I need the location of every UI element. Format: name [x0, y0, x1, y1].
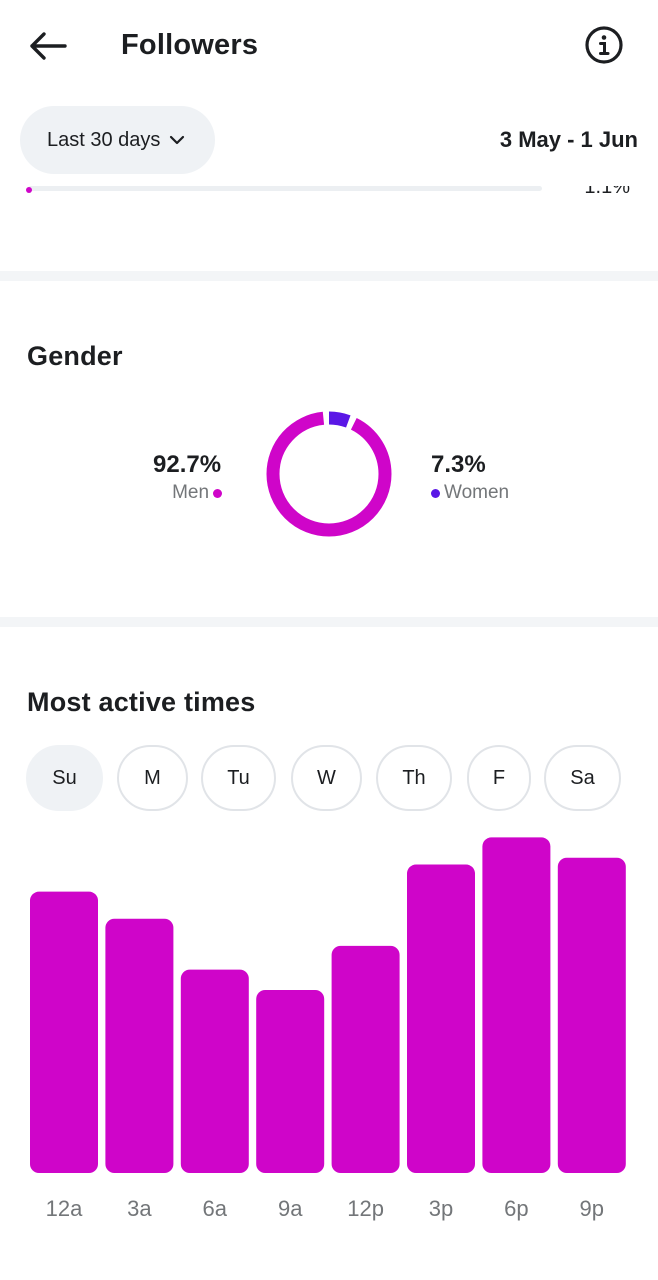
women-label: Women — [444, 482, 510, 503]
day-tab-f[interactable]: F — [467, 745, 531, 811]
women-segment — [266, 411, 392, 537]
x-tick-label: 9p — [580, 1196, 604, 1221]
women-legend: Women — [431, 480, 509, 506]
section-divider — [0, 617, 658, 627]
x-tick-label: 9a — [278, 1196, 303, 1221]
arrow-left-icon — [30, 32, 67, 60]
day-tab-w[interactable]: W — [291, 745, 362, 811]
day-tab-su[interactable]: Su — [26, 745, 103, 811]
women-stat: 7.3% Women — [431, 450, 509, 506]
gender-donut-chart — [266, 411, 392, 537]
top-bar: Followers — [0, 0, 658, 92]
bar-9a[interactable] — [256, 989, 325, 1173]
page-title: Followers — [121, 29, 259, 61]
chevron-down-icon — [169, 135, 185, 145]
bar-6a[interactable] — [180, 969, 249, 1173]
day-tab-tu[interactable]: Tu — [201, 745, 276, 811]
men-stat: 92.7% Men — [153, 450, 223, 506]
day-tab-th[interactable]: Th — [376, 745, 452, 811]
info-icon — [585, 26, 623, 64]
x-tick-label: 3p — [429, 1196, 453, 1221]
active-times-bar-chart: 12a 3a 6a 9a 12p 3p 6p 9p — [30, 837, 626, 1221]
bar-3p[interactable] — [407, 864, 475, 1173]
progress-track — [28, 186, 542, 191]
women-percent: 7.3% — [431, 451, 486, 478]
period-label: Last 30 days — [47, 128, 161, 151]
progress-fill — [26, 187, 32, 193]
x-tick-label: 3a — [127, 1196, 152, 1221]
active-times-title: Most active times — [27, 687, 256, 717]
x-tick-label: 12p — [347, 1196, 384, 1221]
men-legend: Men — [153, 480, 223, 506]
info-button[interactable] — [582, 23, 626, 67]
men-dot — [213, 488, 223, 498]
bar-12p[interactable] — [331, 945, 400, 1173]
section-divider — [0, 271, 658, 281]
bar-6p[interactable] — [482, 837, 551, 1173]
filter-row: Last 30 days 3 May - 1 Jun — [0, 106, 658, 174]
day-tab-m[interactable]: M — [117, 745, 188, 811]
men-label: Men — [172, 482, 210, 503]
day-tab-sa[interactable]: Sa — [544, 745, 621, 811]
x-tick-label: 6a — [203, 1196, 228, 1221]
day-selector: Su M Tu W Th F Sa — [0, 745, 658, 811]
clipped-location-row: 1.1% — [0, 186, 658, 200]
x-tick-label: 12a — [46, 1196, 83, 1221]
bar-3a[interactable] — [105, 918, 174, 1173]
x-tick-label: 6p — [504, 1196, 528, 1221]
period-dropdown[interactable]: Last 30 days — [20, 106, 215, 174]
men-segment — [266, 411, 392, 537]
bar-12a[interactable] — [30, 891, 98, 1173]
date-range: 3 May - 1 Jun — [499, 127, 638, 152]
gender-title: Gender — [27, 341, 123, 371]
men-percent: 92.7% — [153, 451, 222, 478]
bar-9p[interactable] — [557, 857, 626, 1173]
back-button[interactable] — [22, 24, 72, 68]
women-dot — [431, 488, 440, 498]
clipped-percent: 1.1% — [584, 186, 630, 198]
